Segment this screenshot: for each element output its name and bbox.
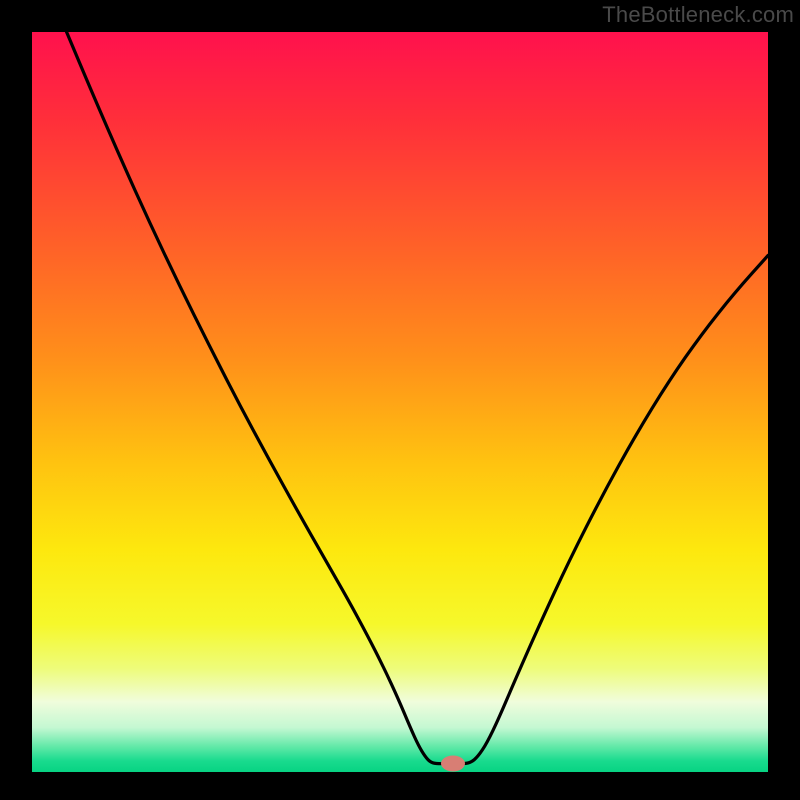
watermark-text: TheBottleneck.com — [602, 2, 794, 28]
bottleneck-chart — [0, 0, 800, 800]
optimum-marker — [441, 755, 465, 771]
